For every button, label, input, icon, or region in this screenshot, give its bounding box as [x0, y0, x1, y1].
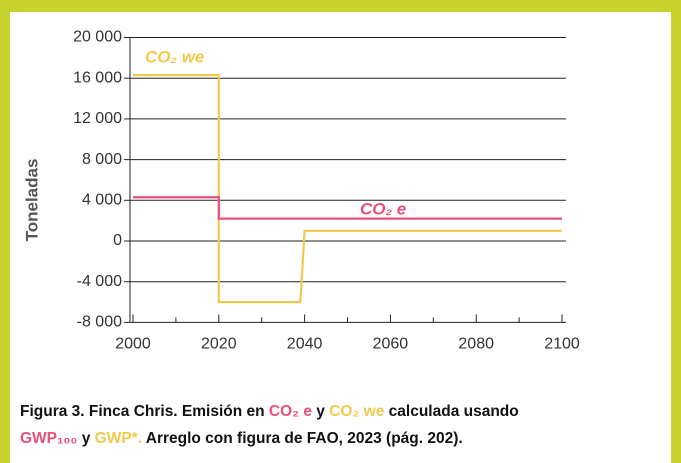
y-tick-label: 4 000: [82, 192, 122, 209]
caption-segment: CO₂ e: [269, 403, 312, 420]
caption-segment: CO₂ we: [329, 403, 385, 420]
caption-segment: y: [77, 430, 94, 447]
x-tick-label: 2060: [373, 336, 409, 353]
caption-segment: GWP₁₀₀: [20, 430, 77, 447]
series-label: CO₂ we: [145, 47, 204, 66]
caption-segment: GWP*.: [95, 430, 142, 447]
series-label: CO₂ e: [360, 199, 406, 218]
caption-segment: y: [312, 403, 329, 420]
y-tick-label: 16 000: [73, 69, 122, 86]
caption-line: GWP₁₀₀ y GWP*. Arreglo con figura de FAO…: [20, 430, 463, 447]
y-tick-label: 8 000: [82, 151, 122, 168]
x-tick-label: 2000: [115, 336, 151, 353]
x-tick-label: 2100: [544, 336, 580, 353]
caption-segment: Arreglo con figura de FAO, 2023 (pág. 20…: [142, 430, 463, 447]
y-tick-label: 12 000: [73, 110, 122, 127]
panel: [10, 12, 671, 463]
caption-segment: Figura 3. Finca Chris. Emisión en: [20, 403, 269, 420]
y-tick-label: 20 000: [73, 29, 122, 46]
line-series: [133, 74, 562, 304]
caption-line: Figura 3. Finca Chris. Emisión en CO₂ e …: [20, 403, 519, 420]
x-tick-label: 2080: [458, 336, 494, 353]
y-tick-label: 0: [113, 232, 122, 249]
caption-segment: calculada usando: [384, 403, 518, 420]
y-axis-label: Toneladas: [22, 159, 41, 242]
line-series: [133, 196, 562, 220]
y-tick-label: -4 000: [77, 273, 122, 290]
x-tick-label: 2020: [201, 336, 237, 353]
y-tick-label: -8 000: [77, 314, 122, 331]
x-tick-label: 2040: [287, 336, 323, 353]
